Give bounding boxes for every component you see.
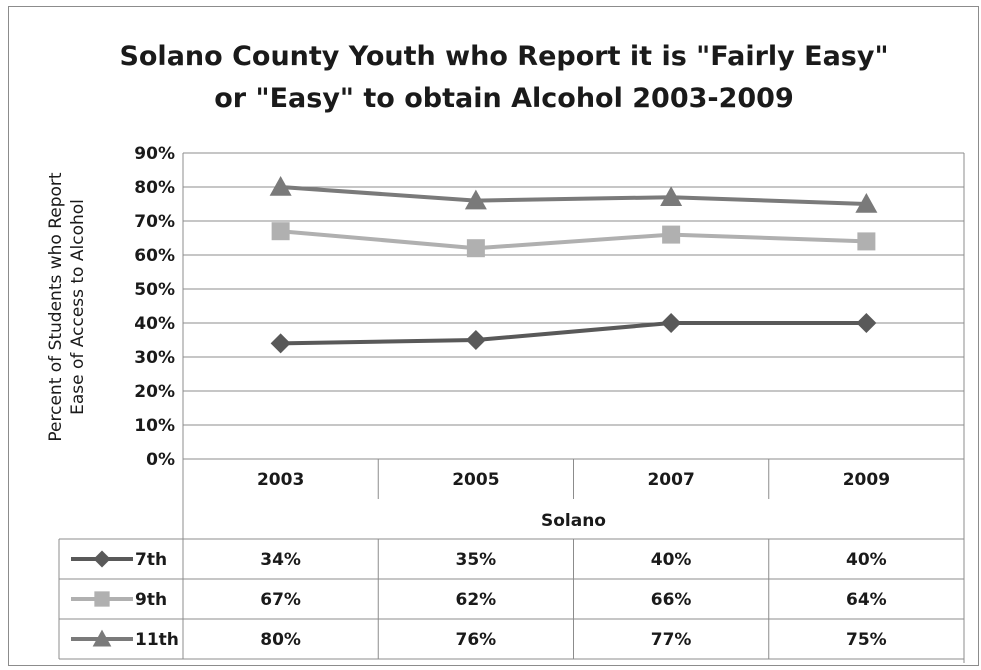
x-tick-label: 2007 (647, 470, 694, 490)
y-tick-label: 30% (134, 348, 175, 368)
legend-label: 11th (135, 630, 179, 650)
legend-label: 7th (135, 550, 167, 570)
y-tick-label: 80% (134, 178, 175, 198)
x-tick-label: 2005 (452, 470, 499, 490)
y-tick-label: 90% (134, 144, 175, 164)
chart-frame: Solano County Youth who Report it is "Fa… (8, 6, 979, 666)
plot-area: 0% 10% 20% 30% 40% 50% 60% 70% 80% 90% 2003 2005 200… (58, 144, 965, 663)
data-table-cell: 40% (651, 550, 692, 570)
chart-title-line-2: or "Easy" to obtain Alcohol 2003-2009 (214, 83, 794, 114)
legend-label: 9th (135, 590, 167, 610)
data-point-11th (269, 176, 292, 196)
data-table-cell: 35% (456, 550, 497, 570)
y-axis-label-line-2: Ease of Access to Alcohol (68, 199, 88, 415)
data-table-cell: 77% (651, 630, 692, 650)
data-point-11th (464, 189, 487, 210)
y-axis-label-line-1: Percent of Students who Report (46, 172, 66, 442)
series-line-11th (280, 185, 867, 206)
data-table-cell: 66% (651, 590, 692, 610)
data-point-9th (857, 232, 876, 251)
data-table-cell: 76% (456, 630, 497, 650)
data-point-9th (466, 239, 485, 258)
data-point-7th (661, 313, 682, 333)
data-table-cell: 40% (846, 550, 887, 570)
y-tick-label: 40% (134, 314, 175, 334)
legend-marker-7th (93, 550, 111, 568)
data-point-9th (662, 225, 681, 244)
data-point-11th (660, 186, 683, 206)
y-tick-label: 20% (134, 382, 175, 402)
x-axis-label: Solano (541, 511, 606, 531)
data-point-11th (855, 193, 878, 213)
chart-title-line-1: Solano County Youth who Report it is "Fa… (119, 41, 888, 72)
legend-marker-9th (94, 591, 110, 607)
data-table-cell: 75% (846, 630, 887, 650)
line-chart: Solano County Youth who Report it is "Fa… (46, 41, 965, 663)
data-table-cell: 62% (456, 590, 497, 610)
data-table-cell: 34% (260, 550, 301, 570)
series-line-9th (280, 229, 867, 251)
data-point-7th (856, 313, 877, 333)
y-tick-label: 50% (134, 280, 175, 300)
y-tick-label: 0% (146, 450, 175, 470)
data-point-9th (271, 222, 290, 241)
series-line-7th (280, 321, 867, 346)
data-point-7th (465, 330, 486, 350)
data-table-cell: 80% (260, 630, 301, 650)
x-tick-label: 2003 (257, 470, 304, 490)
data-point-7th (270, 333, 291, 354)
data-table-cell: 67% (260, 590, 301, 610)
y-tick-label: 70% (134, 212, 175, 232)
y-tick-label: 60% (134, 246, 175, 266)
data-table-cell: 64% (846, 590, 887, 610)
y-tick-label: 10% (134, 416, 175, 436)
x-tick-label: 2009 (843, 470, 890, 490)
legend-marker-11th (92, 629, 112, 647)
